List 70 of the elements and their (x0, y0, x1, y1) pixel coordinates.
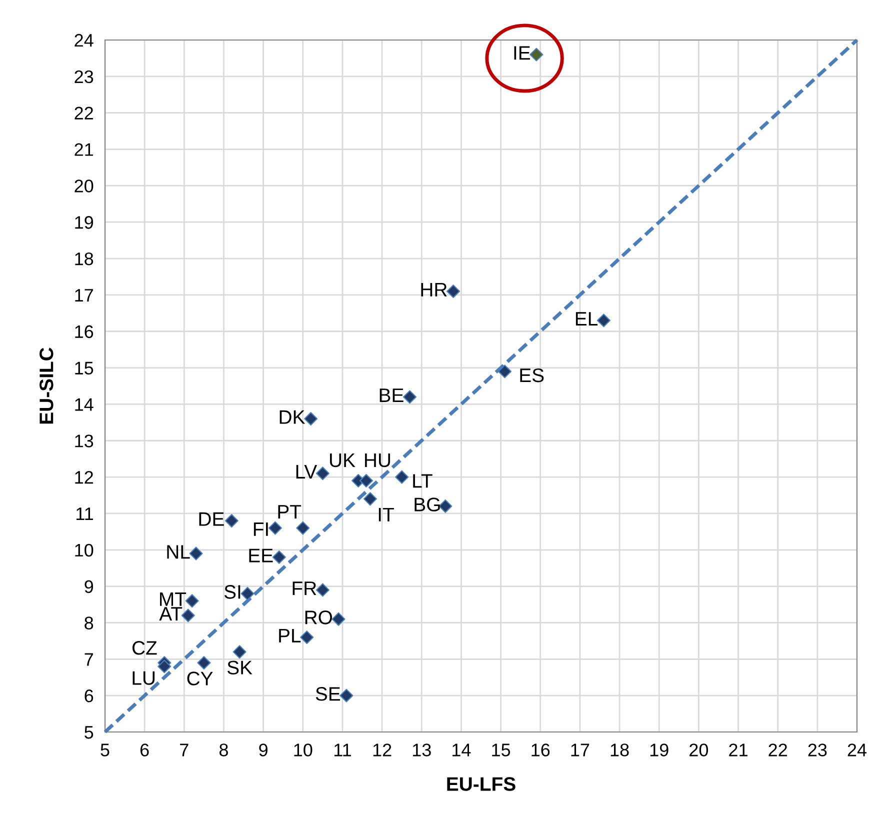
annotation: CY (187, 672, 213, 686)
y-tick-label: 20 (74, 180, 94, 192)
annotation: SK (227, 660, 252, 674)
annotation: PT (278, 505, 302, 518)
y-tick-label: 16 (75, 325, 94, 338)
x-tick-label: 5 (100, 744, 110, 756)
y-tick-label: 24 (74, 34, 94, 47)
annotation: DK (280, 410, 306, 424)
y-tick-label: 18 (75, 252, 94, 266)
x-tick-label: 24 (848, 744, 867, 756)
annotation: LT (413, 474, 432, 488)
y-tick-label: 21 (74, 143, 94, 156)
annotation: EL (576, 312, 598, 326)
annotation: LU (132, 671, 155, 685)
x-tick-label: 7 (180, 744, 188, 756)
y-tick-label: 19 (75, 216, 94, 229)
x-tick-label: 8 (220, 744, 228, 756)
y-tick-label: 12 (75, 470, 93, 484)
x-tick-label: 20 (690, 744, 708, 756)
x-tick-label: 11 (334, 744, 351, 756)
y-tick-label: 17 (75, 289, 93, 302)
x-tick-label: 13 (412, 744, 431, 756)
annotation: IT (378, 508, 394, 522)
x-tick-label: 23 (808, 744, 827, 756)
annotation: SE (316, 687, 340, 701)
y-tick-label: 10 (75, 544, 94, 557)
x-tick-label: 17 (571, 744, 590, 756)
y-tick-label: 8 (84, 616, 94, 630)
x-tick-label: 22 (768, 744, 787, 756)
y-tick-label: 13 (75, 434, 94, 448)
y-tick-label: 5 (84, 726, 94, 739)
annotation: UK (330, 454, 356, 468)
annotation: FI (254, 522, 268, 536)
y-tick-label: 7 (84, 653, 93, 666)
y-tick-label: 9 (84, 580, 94, 594)
annotation: BG (414, 498, 440, 512)
y-tick-label: 14 (75, 398, 94, 411)
y-tick-label: 15 (75, 362, 94, 375)
y-axis-title: EU-SILC (40, 348, 54, 424)
annotation: NL (167, 545, 190, 559)
x-tick-label: 21 (729, 744, 748, 756)
annotation: FR (292, 582, 316, 595)
annotation: SI (224, 585, 240, 599)
x-tick-label: 15 (492, 744, 510, 756)
annotation: EE (249, 548, 273, 562)
x-tick-label: 6 (140, 744, 149, 756)
y-tick-label: 22 (74, 106, 93, 120)
annotation: PL (279, 628, 301, 642)
annotation: AT (159, 607, 182, 620)
annotation: HU (365, 454, 390, 468)
x-tick-label: 19 (650, 744, 668, 756)
x-tick-label: 12 (373, 744, 392, 756)
annotation: ES (520, 368, 544, 382)
annotation: HR (421, 282, 447, 296)
annotation: CZ (132, 641, 157, 655)
y-tick-label: 23 (74, 70, 94, 84)
x-tick-label: 10 (294, 744, 312, 756)
x-tick-label: 16 (532, 744, 550, 756)
annotation: BE (380, 388, 404, 402)
x-tick-label: 14 (452, 744, 471, 756)
annotation: MT (160, 592, 186, 606)
y-tick-label: 11 (76, 508, 94, 520)
annotation: RO (305, 610, 332, 624)
annotation: LV (296, 465, 318, 478)
x-tick-label: 9 (259, 744, 268, 756)
x-tick-label: 18 (610, 744, 629, 756)
y-tick-label: 6 (84, 690, 94, 702)
annotation: DE (199, 512, 224, 526)
annotation: IE (514, 46, 530, 60)
x-axis-title: EU-LFS (447, 777, 516, 791)
